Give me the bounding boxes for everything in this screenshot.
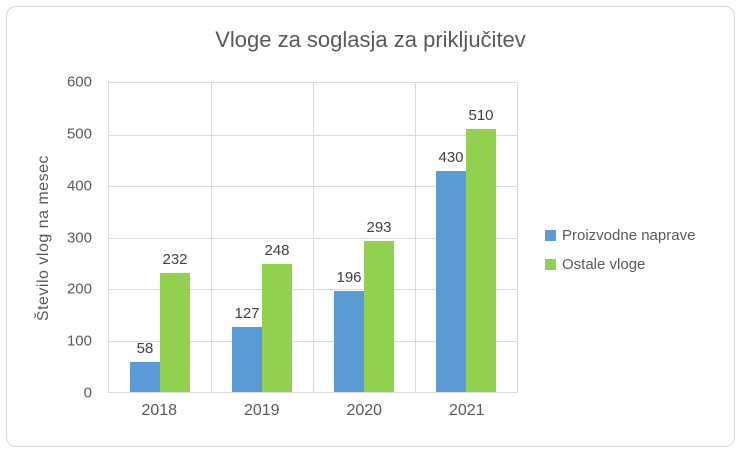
y-tick-label-300: 300 xyxy=(66,229,92,246)
bar-ostale-vloge-2020 xyxy=(364,241,394,392)
legend-label-proizvodne-naprave: Proizvodne naprave xyxy=(562,227,696,244)
bar-wrap-ostale-vloge-2020: 293 xyxy=(364,83,394,392)
bar-group-2019: 127 248 xyxy=(211,83,313,392)
bar-proizvodne-naprave-2021 xyxy=(436,170,466,392)
bars-layer: 58 232 127 248 196 293 430 510 xyxy=(109,83,517,392)
y-axis-ticks: 0 100 200 300 400 500 600 xyxy=(52,74,92,402)
bar-ostale-vloge-2018 xyxy=(160,272,190,392)
legend-swatch-proizvodne-naprave xyxy=(545,230,556,241)
x-tick-label-2021: 2021 xyxy=(448,402,485,419)
bar-wrap-proizvodne-naprave-2021: 430 xyxy=(436,83,466,392)
x-tick-label-2019: 2019 xyxy=(243,402,280,419)
bar-proizvodne-naprave-2020 xyxy=(334,291,364,392)
gridline-vertical-2 xyxy=(313,83,314,392)
gridline-vertical-1 xyxy=(211,83,212,392)
data-label-ostale-vloge-2020: 293 xyxy=(366,219,392,237)
bar-proizvodne-naprave-2019 xyxy=(232,326,262,392)
legend: Proizvodne naprave Ostale vloge xyxy=(545,227,695,273)
x-axis-labels: 2018 2019 2020 2021 xyxy=(108,402,518,420)
bar-group-2018: 58 232 xyxy=(109,83,211,392)
data-label-ostale-vloge-2021: 510 xyxy=(468,107,494,125)
data-label-proizvodne-naprave-2019: 127 xyxy=(234,304,260,322)
gridline-vertical-3 xyxy=(415,83,416,392)
x-tick-label-2020: 2020 xyxy=(346,402,383,419)
bar-wrap-proizvodne-naprave-2020: 196 xyxy=(334,83,364,392)
bar-wrap-proizvodne-naprave-2019: 127 xyxy=(232,83,262,392)
bar-wrap-proizvodne-naprave-2018: 58 xyxy=(130,83,160,392)
x-tick-label-2018: 2018 xyxy=(141,402,178,419)
y-tick-label-100: 100 xyxy=(66,332,92,350)
bar-group-2021: 430 510 xyxy=(415,83,517,392)
y-tick-label-500: 500 xyxy=(66,125,92,143)
y-tick-label-400: 400 xyxy=(66,177,92,195)
y-tick-label-0: 0 xyxy=(83,384,92,402)
bar-wrap-ostale-vloge-2019: 248 xyxy=(262,83,292,392)
y-tick-label-200: 200 xyxy=(66,280,92,298)
plot-area: 58 232 127 248 196 293 430 510 xyxy=(108,82,518,393)
legend-item-proizvodne-naprave: Proizvodne naprave xyxy=(545,227,695,244)
data-label-proizvodne-naprave-2020: 196 xyxy=(336,269,362,287)
data-label-proizvodne-naprave-2018: 58 xyxy=(136,340,154,358)
data-label-ostale-vloge-2019: 248 xyxy=(264,242,290,260)
legend-label-ostale-vloge: Ostale vloge xyxy=(562,256,646,273)
data-label-proizvodne-naprave-2021: 430 xyxy=(438,148,464,166)
legend-swatch-ostale-vloge xyxy=(545,259,556,270)
bar-ostale-vloge-2019 xyxy=(262,264,292,392)
data-label-ostale-vloge-2018: 232 xyxy=(162,250,188,268)
bar-wrap-ostale-vloge-2021: 510 xyxy=(466,83,496,392)
bar-wrap-ostale-vloge-2018: 232 xyxy=(160,83,190,392)
bar-ostale-vloge-2021 xyxy=(466,129,496,392)
chart-title: Vloge za soglasja za priključitev xyxy=(215,27,526,52)
legend-item-ostale-vloge: Ostale vloge xyxy=(545,256,695,273)
y-tick-label-600: 600 xyxy=(66,73,92,91)
bar-group-2020: 196 293 xyxy=(313,83,415,392)
bar-proizvodne-naprave-2018 xyxy=(130,362,160,392)
